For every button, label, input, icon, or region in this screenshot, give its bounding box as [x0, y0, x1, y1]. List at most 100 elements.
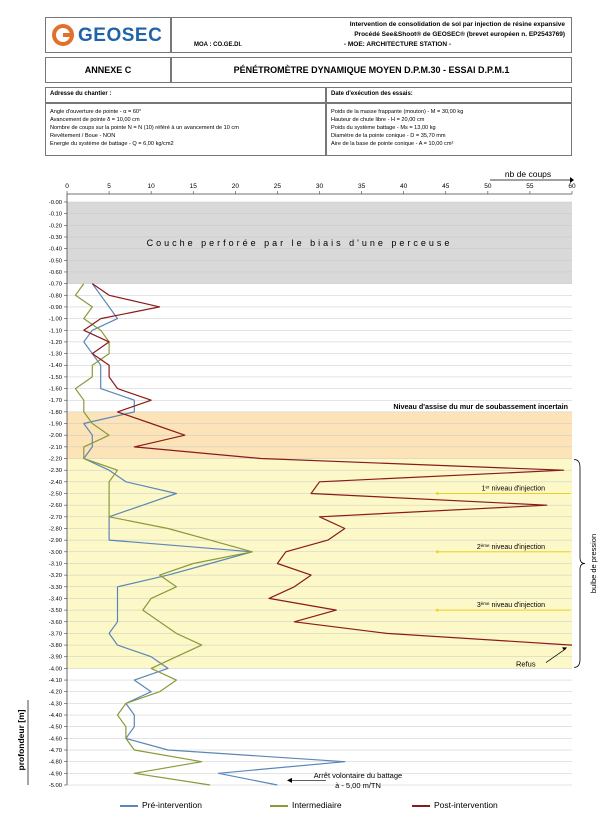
series-line-inter: [74, 283, 253, 786]
injection-label-3: 3ème niveau d'injection: [477, 601, 545, 610]
x-tick-label: 15: [190, 183, 198, 190]
y-tick-label: -0.80: [49, 293, 62, 299]
y-tick-label: -4.40: [49, 713, 62, 719]
y-tick-label: -2.90: [49, 538, 62, 544]
y-tick-label: -4.60: [49, 736, 62, 742]
y-axis-label: profondeur [m]: [16, 709, 26, 770]
bulbe-label: bulbe de pression: [589, 534, 598, 593]
injection-marker: [435, 492, 439, 495]
legend-post-label: Post-intervention: [434, 800, 498, 810]
y-tick-label: -2.00: [49, 433, 62, 439]
y-tick-label: -1.60: [49, 387, 62, 393]
y-tick-label: -4.10: [49, 678, 62, 684]
arret-label-1: Arrêt volontaire du battage: [314, 771, 402, 780]
refus-arrow-line: [545, 648, 567, 663]
y-tick-label: -3.80: [49, 643, 62, 649]
chantier-header: Adresse du chantier :: [45, 87, 326, 103]
y-tick-label: -0.10: [49, 212, 62, 218]
band-perforated: [67, 202, 572, 284]
x-tick-label: 25: [274, 183, 282, 190]
y-tick-label: -4.00: [49, 666, 62, 672]
legend-inter-swatch: [270, 804, 288, 807]
x-tick-label: 60: [568, 183, 576, 190]
x-tick-label: 0: [65, 183, 69, 190]
logo-box: GEOSEC: [45, 17, 171, 53]
y-tick-label: -4.70: [49, 748, 62, 754]
title-box: PÉNÉTROMÈTRE DYNAMIQUE MOYEN D.P.M.30 - …: [171, 57, 572, 83]
y-tick-label: -3.30: [49, 585, 62, 591]
y-tick-label: -3.20: [49, 573, 62, 579]
y-tick-label: -2.30: [49, 468, 62, 474]
injection-marker: [435, 608, 439, 612]
y-tick-label: -2.40: [49, 480, 62, 486]
y-tick-label: -2.80: [49, 526, 62, 532]
y-tick-label: -3.90: [49, 655, 62, 661]
arret-label-2: à - 5,00 m/TN: [335, 781, 381, 790]
x-tick-label: 5: [107, 183, 111, 190]
y-tick-label: -4.80: [49, 760, 62, 766]
y-tick-label: -0.20: [49, 223, 62, 229]
chantier-line: Angle d'ouverture de pointe - α = 60°: [50, 109, 142, 115]
y-tick-label: -3.40: [49, 596, 62, 602]
y-tick-label: -2.10: [49, 445, 62, 451]
y-tick-label: -3.10: [49, 561, 62, 567]
y-tick-label: -0.00: [49, 200, 62, 206]
y-tick-label: -2.60: [49, 503, 62, 509]
annex-label: ANNEXE C: [84, 65, 132, 75]
essai-line: Diamètre de la pointe conique - D = 35,7…: [331, 133, 446, 139]
perforated-layer-label: Couche perforée par le biais d'une perce…: [147, 238, 453, 248]
series-line-post: [83, 283, 573, 646]
header-line-2: Procédé See&Shoot® de GEOSEC® (brevet eu…: [354, 31, 565, 38]
y-tick-label: -0.30: [49, 235, 62, 241]
refus-arrow-icon: [562, 647, 567, 651]
y-tick-label: -4.20: [49, 690, 62, 696]
moa-label: MOA : CO.GE.DI.: [194, 42, 242, 48]
y-tick-label: -2.50: [49, 492, 62, 498]
y-tick-label: -0.90: [49, 305, 62, 311]
y-tick-label: -3.60: [49, 620, 62, 626]
y-tick-label: -4.90: [49, 771, 62, 777]
injection-marker: [435, 550, 439, 554]
x-tick-label: 30: [316, 183, 324, 190]
y-tick-label: -4.30: [49, 701, 62, 707]
y-tick-label: -2.70: [49, 515, 62, 521]
y-tick-label: -1.00: [49, 317, 62, 323]
y-tick-label: -2.20: [49, 457, 62, 463]
assise-annotation: Niveau d'assise du mur de soubassement i…: [393, 402, 568, 411]
essai-label: Date d'exécution des essais:: [331, 91, 413, 97]
y-tick-label: -1.40: [49, 363, 62, 369]
essai-line: Poids de la masse frappante (mouton) - M…: [331, 109, 464, 115]
y-tick-label: -5.00: [49, 783, 62, 789]
header-line-1: Intervention de consolidation de sol par…: [349, 21, 565, 28]
chantier-line: Nombre de coups sur la pointe N = N (10)…: [50, 125, 239, 131]
y-tick-label: -0.70: [49, 282, 62, 288]
injection-label-1: 1er niveau d'injection: [482, 484, 545, 493]
x-tick-label: 40: [400, 183, 408, 190]
legend-post: Post-intervention: [412, 800, 498, 810]
y-tick-label: -0.40: [49, 247, 62, 253]
y-tick-label: -1.10: [49, 328, 62, 334]
legend-post-swatch: [412, 804, 430, 807]
header-info-box: Intervention de consolidation de sol par…: [171, 17, 572, 53]
legend-inter-label: Intermediaire: [292, 800, 342, 810]
y-tick-label: -1.30: [49, 352, 62, 358]
essai-line: Hauteur de chute libre - H = 20,00 cm: [331, 117, 425, 123]
y-tick-label: -0.60: [49, 270, 62, 276]
header-line-3: - MOE: ARCHITECTURE STATION -: [343, 41, 451, 48]
chantier-line: Revêtement / Boue - NON: [50, 133, 116, 139]
y-tick-label: -1.20: [49, 340, 62, 346]
y-tick-label: -3.50: [49, 608, 62, 614]
x-tick-label: 50: [484, 183, 492, 190]
legend-pre-swatch: [120, 804, 138, 807]
injection-label-2: 2ème niveau d'injection: [477, 542, 545, 551]
legend-inter: Intermediaire: [270, 800, 342, 810]
essai-line: Aire de la base de pointe conique - A = …: [331, 141, 454, 147]
y-tick-label: -1.90: [49, 422, 62, 428]
y-tick-label: -0.50: [49, 258, 62, 264]
bulbe-brace: [573, 459, 586, 668]
legend-pre: Pré-intervention: [120, 800, 202, 810]
chantier-line: Avancement de pointe δ = 10,00 cm: [50, 117, 140, 123]
x-tick-label: 45: [442, 183, 450, 190]
x-axis-label: nb de coups: [505, 169, 551, 179]
y-tick-label: -1.70: [49, 398, 62, 404]
